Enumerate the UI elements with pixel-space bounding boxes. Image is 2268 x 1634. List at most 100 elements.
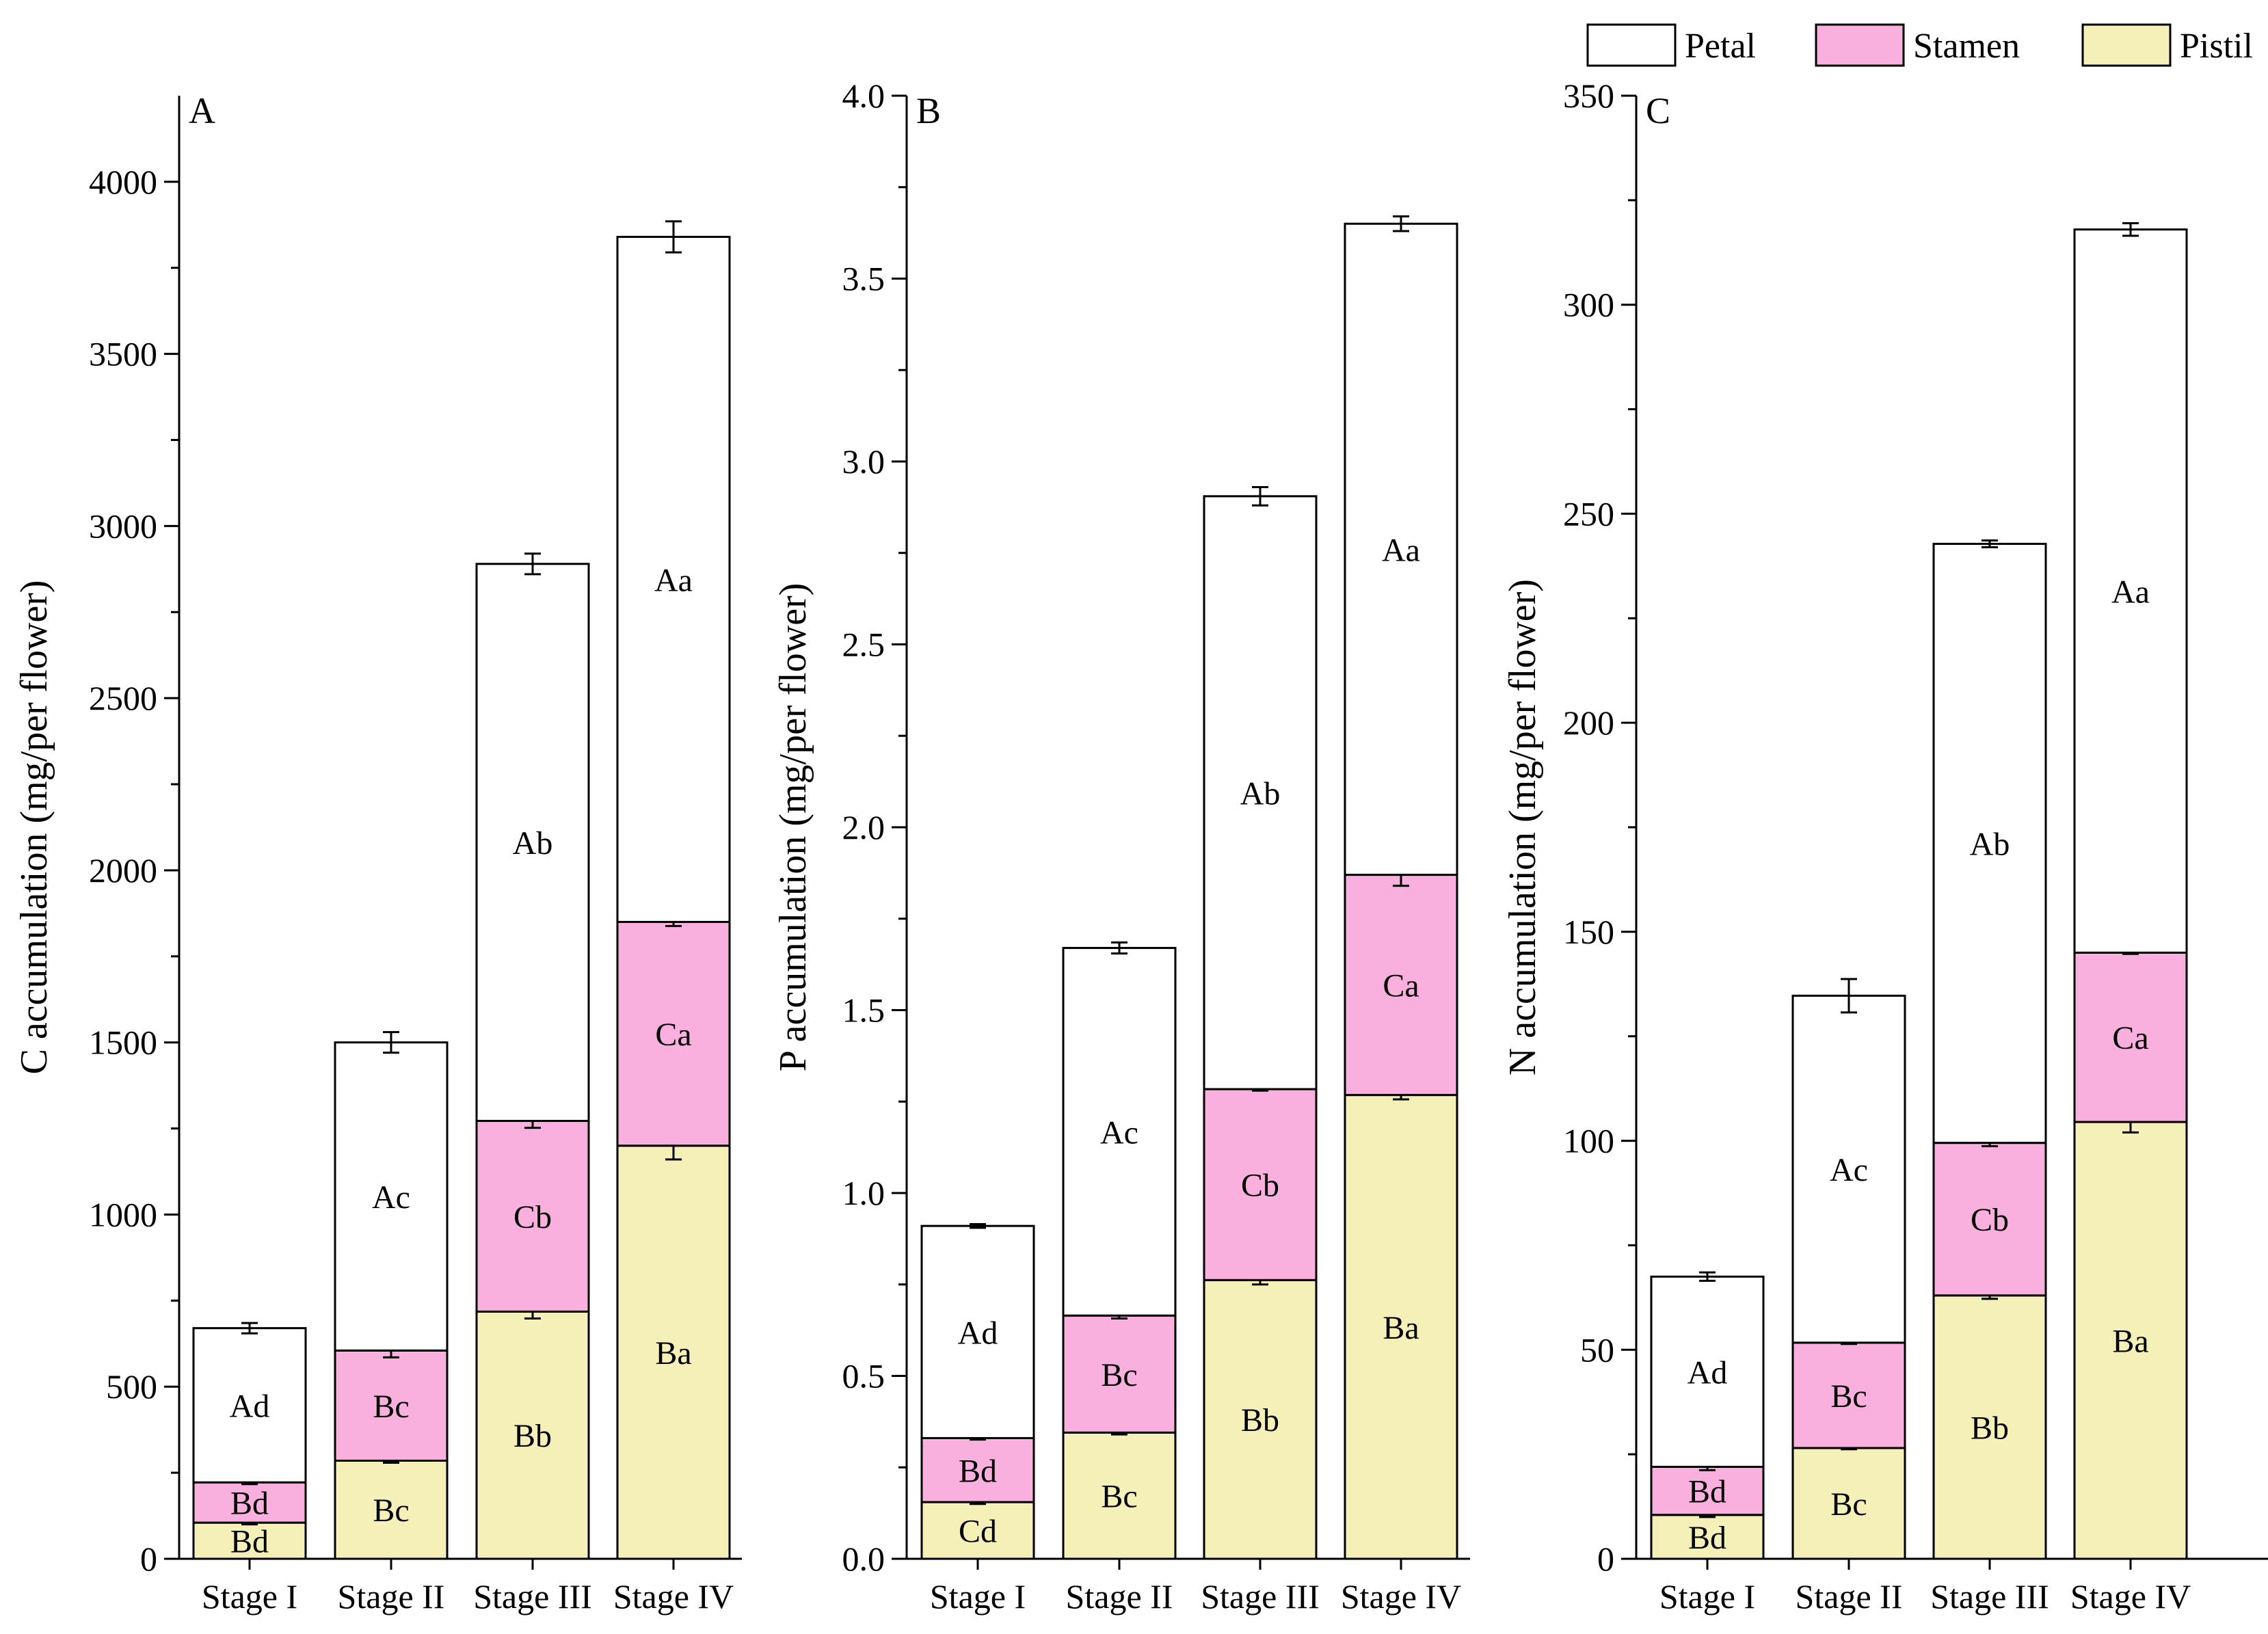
significance-label: Bb [1971,1410,2009,1446]
y-tick-label: 0 [140,1540,157,1578]
legend-swatch-stamen [1815,23,1905,67]
significance-label: Bd [1688,1520,1726,1556]
y-tick-label: 250 [1563,494,1614,533]
bar-stamen [616,920,731,1147]
significance-label: Ba [1383,1310,1419,1346]
significance-label: Bd [230,1524,269,1560]
significance-label: Ad [230,1388,270,1424]
x-tick-label: Stage I [1659,1577,1755,1616]
bar-petal [1062,947,1177,1317]
x-tick-label: Stage I [930,1577,1026,1616]
bar-stamen [1062,1314,1177,1434]
significance-label: Ad [1687,1354,1728,1391]
bar-petal [920,1224,1035,1439]
legend-label-pistil: Pistil [2180,27,2253,66]
significance-label: Cb [1971,1202,2009,1238]
significance-label: Bb [513,1418,552,1454]
significance-label: Ca [2112,1020,2148,1056]
significance-label: Cb [513,1199,552,1235]
y-axis-title: N accumulation (mg/per flower) [1502,579,1544,1075]
bar-pistil [1932,1294,2047,1560]
significance-label: Ab [1240,775,1281,812]
significance-label: Bd [230,1486,269,1522]
y-tick-label: 1000 [89,1195,157,1233]
bar-stamen [1344,874,1458,1097]
significance-label: Ca [1383,968,1419,1004]
bar-stamen [192,1481,307,1524]
x-tick-label: Stage III [473,1577,592,1616]
panel-b-chart: 0.0 0.5 1.0 1.5 2.0 2.5 3.0 3.5 4.0 P accumulatio… [772,77,1470,1616]
significance-label: Cb [1241,1168,1279,1204]
significance-label: Aa [2111,574,2150,611]
y-tick-label: 2500 [89,679,157,717]
bar-petal [1344,222,1458,876]
bar-petal [1203,495,1318,1090]
significance-label: Bc [1830,1378,1867,1415]
significance-label: Bc [1101,1479,1137,1515]
panel-a-chart: 0 500 1000 1500 2000 2500 3000 3500 4000 C accumu… [13,90,742,1616]
significance-label: Bd [1688,1474,1726,1510]
x-tick-label: Stage II [1796,1577,1903,1616]
bar-pistil [1203,1278,1318,1560]
significance-label: Bc [373,1389,409,1425]
panel-label: A [189,90,215,131]
panel-label: B [916,90,941,131]
bar-stamen [1203,1088,1318,1281]
significance-label: Ac [1830,1152,1868,1188]
y-tick-label: 0.0 [842,1540,885,1578]
x-tick-label: Stage III [1930,1577,2049,1616]
significance-label: Ca [655,1017,691,1053]
significance-label: Ad [958,1315,998,1351]
bar-petal [1932,542,2047,1144]
bar-pistil [192,1521,307,1560]
significance-label: Ac [372,1179,410,1216]
y-tick-label: 3000 [89,507,157,545]
legend-swatch-pistil [2081,23,2172,67]
significance-label: Cd [959,1514,997,1550]
y-tick-label: 1.5 [842,991,885,1030]
bar-stamen [475,1120,590,1313]
bar-petal [2073,228,2188,954]
bar-stamen [1650,1465,1765,1516]
y-tick-label: 150 [1563,913,1614,951]
significance-label: Ba [2112,1324,2148,1360]
y-tick-label: 4.0 [842,77,885,115]
y-axis-title: C accumulation (mg/per flower) [13,580,55,1074]
bar-stamen [2073,951,2188,1123]
x-tick-label: Stage I [202,1577,297,1616]
bar-pistil [1344,1094,1458,1560]
x-tick-label: Stage II [1066,1577,1173,1616]
y-tick-label: 3.5 [842,260,885,298]
legend: Petal Stamen Pistil [1586,23,2253,67]
y-tick-label: 1500 [89,1023,157,1062]
bar-stamen [1791,1341,1906,1449]
legend-label-stamen: Stamen [1913,27,2020,66]
y-tick-label: 0.5 [842,1357,885,1395]
panel-label: C [1646,90,1670,131]
bar-stamen [1932,1142,2047,1297]
y-tick-label: 4000 [89,163,157,201]
x-tick-label: Stage IV [613,1577,734,1616]
bar-pistil [616,1144,731,1560]
significance-label: Bb [1241,1402,1279,1438]
y-tick-label: 2.0 [842,808,885,846]
y-tick-label: 0 [1597,1540,1614,1578]
y-tick-label: 500 [106,1367,157,1406]
bar-petal [1650,1275,1765,1468]
y-tick-label: 1.0 [842,1174,885,1212]
x-tick-label: Stage IV [1341,1577,1461,1616]
legend-label-petal: Petal [1685,27,1756,66]
y-axis-title: P accumulation (mg/per flower) [772,583,814,1072]
y-tick-label: 2000 [89,851,157,889]
x-tick-label: Stage IV [2070,1577,2191,1616]
bar-pistil [2073,1121,2188,1560]
bar-petal [475,563,590,1123]
significance-label: Ac [1100,1114,1138,1151]
significance-label: Bd [959,1453,997,1489]
significance-label: Ba [655,1335,691,1371]
significance-label: Ab [1970,827,2010,863]
y-tick-label: 3500 [89,335,157,373]
bar-petal [1791,994,1906,1344]
y-tick-label: 300 [1563,286,1614,324]
